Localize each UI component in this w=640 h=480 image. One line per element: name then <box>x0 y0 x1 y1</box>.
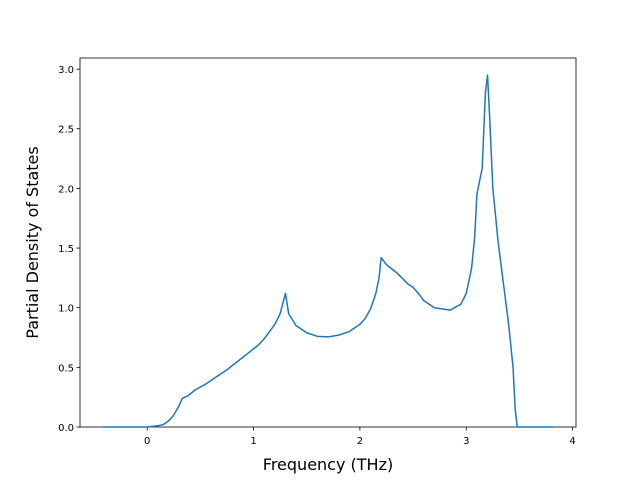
y-tick-label: 1.0 <box>58 304 74 315</box>
y-tick-label: 2.5 <box>58 125 74 136</box>
x-tick-label: 0 <box>144 436 150 447</box>
y-tick-label: 2.0 <box>58 184 74 195</box>
y-axis-title: Partial Density of States <box>23 146 42 338</box>
plot-frame <box>79 57 577 428</box>
x-axis-title: Frequency (THz) <box>263 455 393 474</box>
y-tick-label: 1.5 <box>58 244 74 255</box>
y-tick-label: 3.0 <box>58 65 74 76</box>
x-tick-label: 3 <box>463 436 469 447</box>
y-tick-label: 0.0 <box>58 423 74 434</box>
x-tick-label: 4 <box>569 436 575 447</box>
x-tick-label: 2 <box>357 436 363 447</box>
x-tick-label: 1 <box>250 436 256 447</box>
line <box>102 74 554 428</box>
y-tick-label: 0.5 <box>58 363 74 374</box>
